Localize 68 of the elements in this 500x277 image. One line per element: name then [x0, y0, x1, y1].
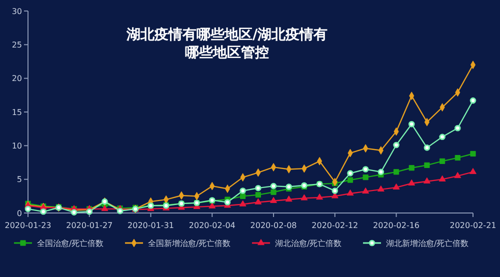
point — [208, 202, 216, 208]
point — [408, 179, 416, 186]
y-tick-label: 5 — [16, 175, 22, 184]
point — [408, 165, 414, 171]
point — [285, 196, 292, 202]
point — [116, 208, 124, 214]
point — [378, 168, 384, 176]
point — [454, 172, 462, 178]
point — [240, 193, 246, 199]
point — [423, 177, 430, 184]
legend-label: 湖北治愈/死亡倍数 — [275, 238, 342, 248]
point — [332, 188, 338, 194]
point — [347, 177, 354, 183]
point — [270, 182, 277, 190]
point — [86, 208, 93, 215]
point — [439, 134, 446, 140]
point — [470, 150, 476, 157]
x-tick-label: 2020-02-16 — [373, 221, 420, 230]
point — [393, 142, 400, 148]
point — [270, 189, 276, 195]
point — [255, 184, 262, 192]
y-tick-label: 20 — [12, 74, 22, 84]
legend-label: 湖北新增治愈/死亡倍数 — [386, 238, 469, 248]
x-tick-label: 2020-01-31 — [128, 221, 174, 230]
point — [362, 166, 369, 172]
x-tick-label: 2020-02-08 — [250, 221, 297, 230]
point — [240, 188, 246, 194]
y-tick-label: 15 — [12, 108, 22, 117]
x-tick-label: 2020-02-12 — [312, 221, 358, 230]
point — [470, 97, 476, 104]
y-tick-label: 10 — [12, 141, 22, 150]
point — [362, 187, 370, 194]
point — [424, 162, 430, 168]
point — [254, 198, 262, 204]
point — [440, 158, 446, 164]
x-tick-label: 2020-02-04 — [188, 221, 236, 230]
point — [346, 190, 354, 196]
legend-label: 全国治愈/死亡倍数 — [37, 238, 104, 248]
point — [438, 175, 446, 182]
y-tick-label: 0 — [16, 208, 22, 218]
point — [270, 163, 276, 172]
point — [424, 144, 430, 151]
point — [408, 120, 415, 128]
point — [70, 209, 78, 216]
point — [392, 183, 400, 190]
point — [347, 170, 354, 176]
point — [270, 196, 277, 203]
x-tick-label: 2020-02-21 — [450, 221, 496, 230]
point — [454, 125, 461, 132]
point — [393, 169, 400, 175]
point — [239, 200, 246, 206]
x-tick-label: 2020-01-27 — [66, 221, 113, 230]
point — [454, 154, 460, 161]
point — [300, 194, 308, 200]
y-tick-label: 25 — [12, 40, 22, 50]
text: 湖北疫情有哪些地区/湖北疫情有哪些地区管控 — [125, 26, 328, 61]
y-tick-label: 30 — [12, 6, 22, 16]
point — [40, 208, 46, 215]
x-tick-label: 2020-01-23 — [4, 221, 52, 230]
point — [470, 168, 476, 174]
point — [101, 204, 108, 212]
point — [224, 199, 231, 206]
point — [316, 194, 324, 200]
point — [377, 185, 384, 192]
point — [224, 184, 230, 193]
legend-label: 全国新增治愈/死亡倍数 — [148, 238, 231, 248]
point — [362, 174, 368, 180]
point — [255, 192, 261, 198]
